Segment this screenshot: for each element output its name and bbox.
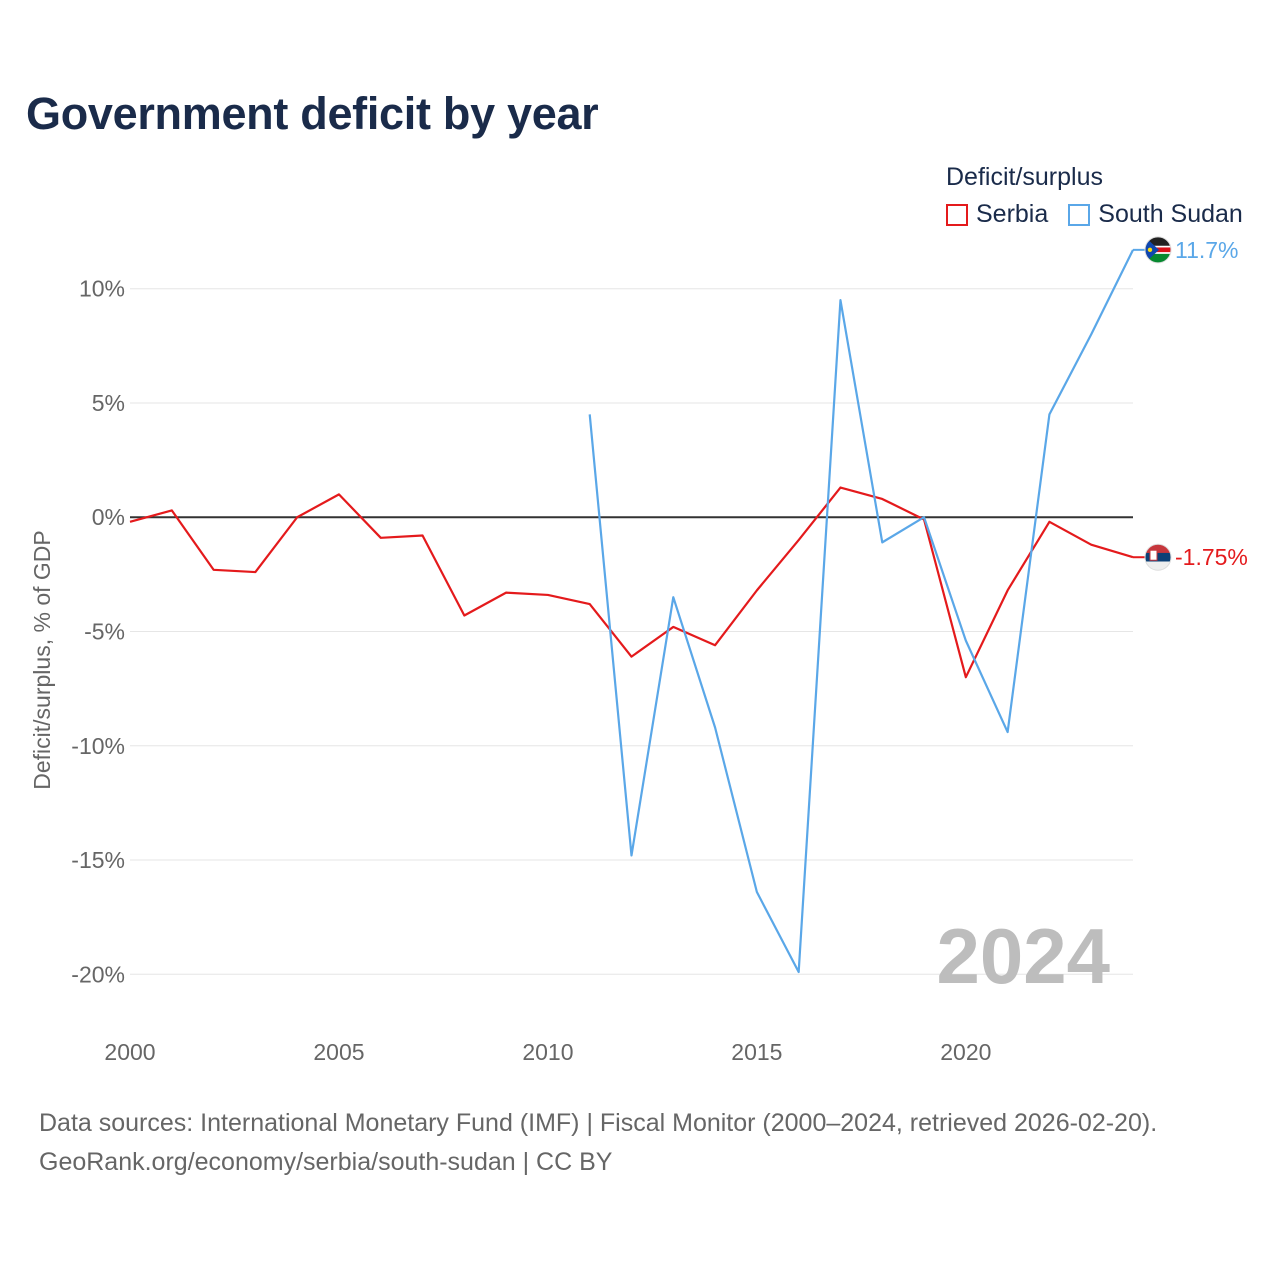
series-line-serbia[interactable] <box>129 486 1134 679</box>
end-value-label-south-sudan: 11.7% <box>1175 237 1239 263</box>
y-tick-label: -20% <box>71 961 125 987</box>
y-tick-label: -5% <box>84 619 125 645</box>
x-tick-label: 2010 <box>522 1039 573 1065</box>
data-point-serbia[interactable] <box>670 624 676 630</box>
data-point-south-sudan[interactable] <box>1046 411 1052 417</box>
data-point-south-sudan[interactable] <box>587 411 593 417</box>
data-point-serbia[interactable] <box>1005 587 1011 593</box>
data-point-serbia[interactable] <box>1088 542 1094 548</box>
year-watermark: 2024 <box>936 912 1110 1000</box>
data-point-south-sudan[interactable] <box>921 514 927 520</box>
legend-item-south-sudan[interactable]: South Sudan <box>1068 200 1243 229</box>
legend-title: Deficit/surplus <box>946 163 1103 191</box>
data-point-serbia[interactable] <box>754 587 760 593</box>
data-point-serbia[interactable] <box>211 567 217 573</box>
flag-icon-serbia <box>1144 543 1172 571</box>
legend-label-serbia: Serbia <box>976 200 1049 228</box>
legend-item-serbia[interactable]: Serbia <box>946 200 1048 229</box>
data-point-serbia[interactable] <box>378 535 384 541</box>
x-axis-ticks: 2000 2005 2010 2015 2020 <box>104 1039 991 1065</box>
flag-icon-south-sudan <box>1144 236 1172 264</box>
data-point-south-sudan[interactable] <box>670 594 676 600</box>
data-point-south-sudan[interactable] <box>1005 729 1011 735</box>
y-tick-label: 10% <box>79 276 125 302</box>
data-point-south-sudan[interactable] <box>963 638 969 644</box>
data-point-serbia[interactable] <box>294 514 300 520</box>
x-tick-label: 2005 <box>313 1039 364 1065</box>
data-point-serbia[interactable] <box>127 519 133 525</box>
data-point-serbia[interactable] <box>252 569 258 575</box>
series-end-markers: -1.75% 11.7% <box>1133 236 1248 571</box>
legend-label-south-sudan: South Sudan <box>1098 200 1243 228</box>
y-axis-ticks: 10% 5% 0% -5% -10% -15% -20% <box>71 276 125 988</box>
x-tick-label: 2020 <box>940 1039 991 1065</box>
series-lines <box>127 249 1134 975</box>
data-point-south-sudan[interactable] <box>837 297 843 303</box>
sources-line-1: Data sources: International Monetary Fun… <box>39 1109 1158 1137</box>
sources-line-2[interactable]: GeoRank.org/economy/serbia/south-sudan |… <box>39 1148 613 1176</box>
series-line-south-sudan[interactable] <box>588 249 1134 974</box>
end-value-label-serbia: -1.75% <box>1175 544 1248 570</box>
y-axis-label: Deficit/surplus, % of GDP <box>29 530 55 789</box>
y-tick-label: -10% <box>71 733 125 759</box>
data-point-serbia[interactable] <box>169 507 175 513</box>
data-point-south-sudan[interactable] <box>1088 331 1094 337</box>
data-point-south-sudan[interactable] <box>796 969 802 975</box>
data-point-serbia[interactable] <box>336 491 342 497</box>
data-point-serbia[interactable] <box>420 533 426 539</box>
data-point-south-sudan[interactable] <box>879 539 885 545</box>
y-tick-label: -15% <box>71 847 125 873</box>
legend-swatch-south-sudan <box>1068 203 1091 226</box>
x-tick-label: 2015 <box>731 1039 782 1065</box>
data-point-serbia[interactable] <box>629 654 635 660</box>
data-point-south-sudan[interactable] <box>712 724 718 730</box>
chart-title: Government deficit by year <box>26 88 599 139</box>
legend: Deficit/surplus Serbia South Sudan <box>946 160 1243 229</box>
data-point-serbia[interactable] <box>1046 519 1052 525</box>
x-tick-label: 2000 <box>104 1039 155 1065</box>
data-point-serbia[interactable] <box>587 601 593 607</box>
data-point-serbia[interactable] <box>461 613 467 619</box>
data-point-serbia[interactable] <box>796 537 802 543</box>
y-tick-label: 5% <box>92 390 125 416</box>
data-point-serbia[interactable] <box>712 642 718 648</box>
gridlines <box>130 288 1133 975</box>
data-point-serbia[interactable] <box>545 592 551 598</box>
data-point-serbia[interactable] <box>837 485 843 491</box>
legend-swatch-serbia <box>946 203 968 226</box>
data-point-serbia[interactable] <box>963 674 969 680</box>
data-sources: Data sources: International Monetary Fun… <box>39 1104 1157 1182</box>
data-point-south-sudan[interactable] <box>754 889 760 895</box>
data-point-serbia[interactable] <box>879 496 885 502</box>
data-point-south-sudan[interactable] <box>629 852 635 858</box>
data-point-serbia[interactable] <box>503 590 509 596</box>
y-tick-label: 0% <box>92 504 125 530</box>
